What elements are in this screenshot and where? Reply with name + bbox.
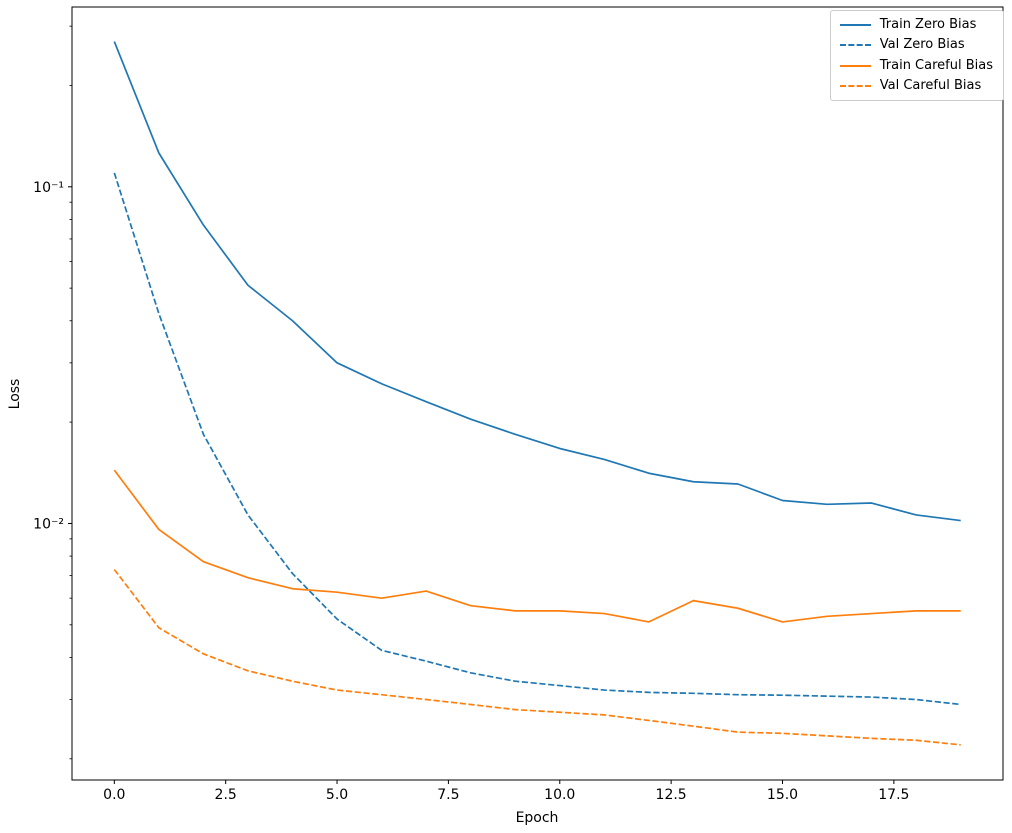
legend-item-val-careful-bias: Val Careful Bias [839,77,993,93]
legend: Train Zero Bias Val Zero Bias Train Carefu… [829,10,1004,102]
legend-label: Val Zero Bias [879,37,965,53]
legend-label: Val Careful Bias [879,77,982,93]
x-tick-label: 0.0 [103,787,125,803]
legend-line-sample-dashed [839,85,871,88]
legend-line-sample-dashed [839,44,871,47]
legend-item-val-zero-bias: Val Zero Bias [839,37,993,53]
legend-item-train-zero-bias: Train Zero Bias [839,17,993,32]
series-line-train-zero-bias [113,41,961,522]
legend-line-sample-solid [839,64,871,67]
legend-item-train-careful-bias: Train Careful Bias [839,57,993,73]
axes-frame [71,6,1004,781]
x-tick-label: 5.0 [326,787,348,803]
series-line-val-careful-bias [113,568,961,746]
y-tick-label: 10⁻² [33,516,64,532]
x-tick-label: 12.5 [656,787,687,803]
x-tick-label: 17.5 [878,787,909,803]
x-axis-label: Epoch [516,810,559,826]
y-tick-label: 10⁻¹ [33,180,64,196]
x-tick-label: 15.0 [767,787,798,803]
series-line-train-careful-bias [113,469,961,623]
legend-label: Train Careful Bias [879,57,993,73]
x-tick-label: 2.5 [215,787,237,803]
x-tick-label: 10.0 [544,787,575,803]
y-axis-label: Loss [7,379,23,410]
legend-line-sample-solid [839,24,871,27]
legend-label: Train Zero Bias [879,17,977,32]
x-tick-label: 7.5 [437,787,459,803]
series-line-val-zero-bias [113,172,961,706]
